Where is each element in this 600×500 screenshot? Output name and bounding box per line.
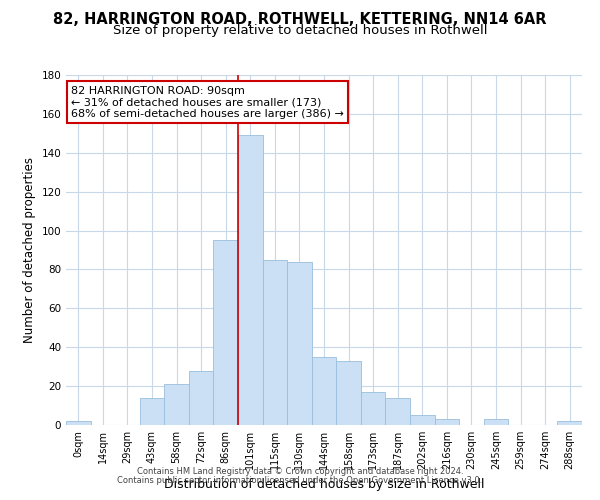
Text: Contains HM Land Registry data © Crown copyright and database right 2024.: Contains HM Land Registry data © Crown c…	[137, 467, 463, 476]
Bar	[385, 398, 410, 425]
Bar	[189, 370, 214, 425]
Text: Size of property relative to detached houses in Rothwell: Size of property relative to detached ho…	[113, 24, 487, 37]
Bar	[336, 361, 361, 425]
Bar	[557, 421, 582, 425]
Bar	[164, 384, 189, 425]
Bar	[361, 392, 385, 425]
Bar	[238, 136, 263, 425]
Text: Contains public sector information licensed under the Open Government Licence v3: Contains public sector information licen…	[118, 476, 482, 485]
Bar	[140, 398, 164, 425]
Bar	[434, 419, 459, 425]
Bar	[410, 416, 434, 425]
Y-axis label: Number of detached properties: Number of detached properties	[23, 157, 36, 343]
Text: 82 HARRINGTON ROAD: 90sqm
← 31% of detached houses are smaller (173)
68% of semi: 82 HARRINGTON ROAD: 90sqm ← 31% of detac…	[71, 86, 344, 118]
Bar	[263, 260, 287, 425]
Bar	[214, 240, 238, 425]
Bar	[312, 357, 336, 425]
Bar	[484, 419, 508, 425]
Bar	[66, 421, 91, 425]
Bar	[287, 262, 312, 425]
Text: 82, HARRINGTON ROAD, ROTHWELL, KETTERING, NN14 6AR: 82, HARRINGTON ROAD, ROTHWELL, KETTERING…	[53, 12, 547, 28]
X-axis label: Distribution of detached houses by size in Rothwell: Distribution of detached houses by size …	[164, 478, 484, 490]
